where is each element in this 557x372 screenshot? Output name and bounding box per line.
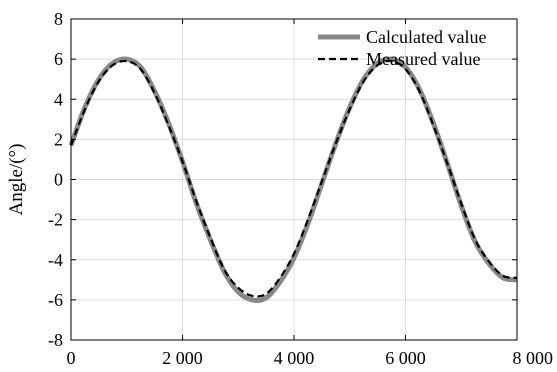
y-tick-label: -6 (48, 290, 63, 310)
y-tick-label: -2 (48, 210, 63, 230)
x-tick-label: 2 000 (162, 348, 203, 368)
legend-label-1: Calculated value (366, 27, 486, 47)
y-tick-label: 6 (54, 49, 63, 69)
x-tick-label: 0 (67, 348, 76, 368)
x-tick-label: 8 000 (513, 348, 554, 368)
y-tick-label: 8 (54, 9, 63, 29)
y-tick-label: 0 (54, 170, 63, 190)
legend-label-2: Measured value (366, 49, 480, 69)
x-tick-label: 6 000 (385, 348, 426, 368)
series-lines (68, 56, 518, 303)
y-tick-label: 4 (54, 89, 63, 109)
y-tick-label: 2 (54, 129, 63, 149)
y-tick-label: -8 (48, 330, 63, 350)
tick-labels: 0 2 000 4 000 6 000 8 000 8 6 4 2 0 -2 -4 -6 -8 (48, 9, 553, 368)
x-tick-label: 4 000 (274, 348, 315, 368)
series-line-2 (69, 59, 518, 298)
axes (70, 18, 518, 341)
y-axis-title: Angle/(°) (6, 144, 27, 216)
y-tick-label: -4 (48, 250, 63, 270)
